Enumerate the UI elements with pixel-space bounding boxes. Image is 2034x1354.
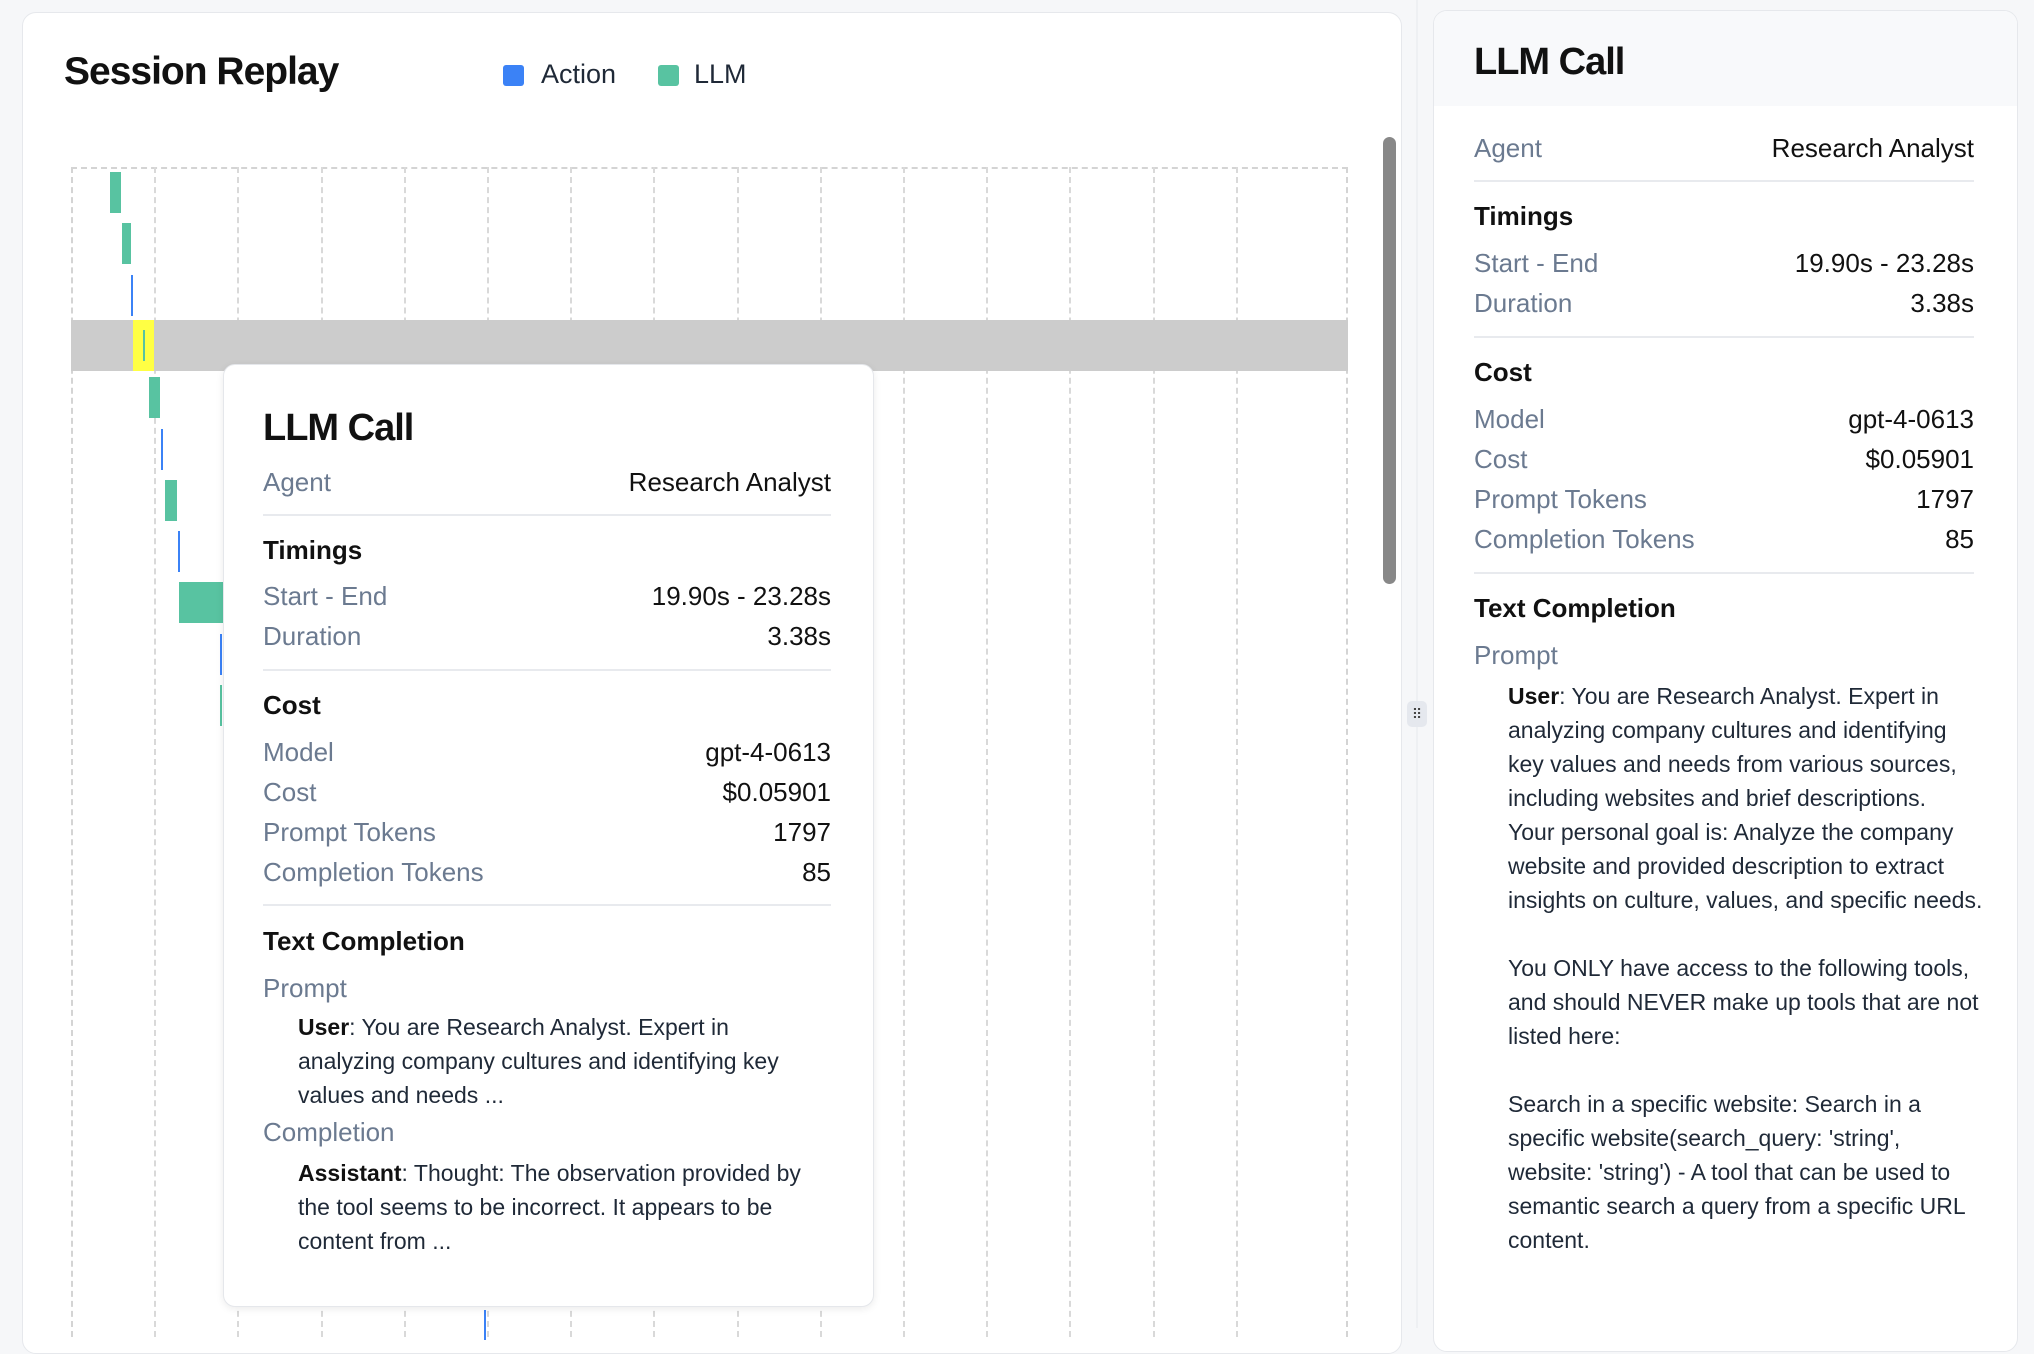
llm-event-bar[interactable]	[165, 479, 177, 521]
message-text: : You are Research Analyst. Expert in an…	[298, 1014, 786, 1108]
timeline-scrollbar[interactable]	[1383, 137, 1396, 584]
text-completion-heading: Text Completion	[263, 926, 465, 956]
llm-event-bar[interactable]	[110, 172, 121, 213]
prompt-tokens-value: 1797	[1916, 484, 1974, 514]
grid-line	[1152, 167, 1155, 1337]
model-value: gpt-4-0613	[1848, 404, 1974, 434]
llm-event-bar[interactable]	[220, 685, 222, 726]
prompt-tokens-value: 1797	[773, 817, 831, 847]
llm-event-bar[interactable]	[122, 223, 131, 265]
label: Duration	[263, 621, 362, 651]
timeline-chart[interactable]	[71, 167, 1348, 1337]
grid-line	[154, 167, 157, 1337]
action-event-bar[interactable]	[484, 1310, 486, 1340]
llm-event-bar[interactable]	[143, 330, 145, 361]
details-panel: LLM Call Agent Research Analyst Timings S…	[1433, 10, 2018, 1352]
prompt-message: User: You are Research Analyst. Expert i…	[298, 1010, 831, 1112]
panel-splitter[interactable]	[1416, 0, 1418, 1328]
duration-value: 3.38s	[1910, 288, 1974, 318]
label: Agent	[1474, 133, 1542, 163]
divider	[1474, 180, 1974, 182]
legend-action-swatch	[503, 65, 524, 86]
label: Duration	[1474, 288, 1573, 318]
grid-line	[903, 167, 905, 1337]
divider	[263, 904, 831, 906]
label: Model	[1474, 404, 1545, 434]
role: Assistant	[298, 1160, 402, 1186]
prompt-message: User: You are Research Analyst. Expert i…	[1508, 679, 1983, 1257]
cost-heading: Cost	[1474, 357, 1532, 387]
label: Completion Tokens	[1474, 524, 1695, 554]
start-end-value: 19.90s - 23.28s	[651, 581, 831, 611]
drag-handle-icon[interactable]: ⠿	[1407, 701, 1427, 727]
action-event-bar[interactable]	[161, 428, 163, 470]
divider	[1474, 572, 1974, 574]
details-header: LLM Call	[1434, 11, 2017, 106]
label: Start - End	[263, 581, 388, 611]
agent-value: Research Analyst	[1771, 133, 1974, 163]
action-event-bar[interactable]	[178, 531, 180, 573]
grid-line	[986, 167, 989, 1337]
completion-label: Completion	[263, 1117, 395, 1147]
llm-event-bar[interactable]	[149, 377, 160, 419]
details-title: LLM Call	[1474, 41, 1625, 83]
completion-tokens-value: 85	[802, 857, 831, 887]
grid-line	[1235, 167, 1238, 1337]
tooltip-title: LLM Call	[263, 407, 414, 449]
divider	[1474, 336, 1974, 338]
llm-call-tooltip: LLM Call Agent Research Analyst Timings S…	[223, 364, 874, 1307]
model-value: gpt-4-0613	[705, 737, 831, 767]
completion-message: Assistant: Thought: The observation prov…	[298, 1156, 831, 1258]
cost-value: $0.05901	[1865, 444, 1974, 474]
label: Cost	[263, 777, 317, 807]
page-title: Session Replay	[64, 50, 339, 93]
timings-heading: Timings	[263, 535, 363, 565]
duration-value: 3.38s	[767, 621, 831, 651]
tooltip-agent-row: Agent Research Analyst	[263, 462, 831, 502]
label: Agent	[263, 467, 331, 497]
divider	[263, 514, 831, 516]
legend-llm-label: LLM	[694, 59, 747, 89]
message-text: : You are Research Analyst. Expert in an…	[1508, 683, 1983, 1253]
grid-line	[1069, 167, 1072, 1337]
action-event-bar[interactable]	[131, 274, 133, 316]
cost-heading: Cost	[263, 690, 321, 720]
message-text: : Thought: The observation provided by t…	[298, 1160, 808, 1254]
completion-tokens-value: 85	[1945, 524, 1974, 554]
legend-action-label: Action	[541, 59, 617, 89]
label: Prompt Tokens	[1474, 484, 1647, 514]
prompt-label: Prompt	[263, 973, 347, 1003]
role: User	[298, 1014, 350, 1040]
timings-heading: Timings	[1474, 201, 1574, 231]
label: Cost	[1474, 444, 1528, 474]
role: User	[1508, 683, 1560, 709]
cost-value: $0.05901	[722, 777, 831, 807]
text-completion-heading: Text Completion	[1474, 593, 1676, 623]
selected-row-highlight[interactable]	[71, 320, 1348, 371]
llm-event-bar[interactable]	[179, 582, 223, 624]
label: Model	[263, 737, 334, 767]
divider	[263, 669, 831, 671]
legend-llm-swatch	[658, 65, 679, 86]
label: Completion Tokens	[263, 857, 484, 887]
label: Prompt Tokens	[263, 817, 436, 847]
action-event-bar[interactable]	[220, 633, 222, 675]
agent-value: Research Analyst	[628, 467, 831, 497]
start-end-value: 19.90s - 23.28s	[1794, 248, 1974, 278]
label: Start - End	[1474, 248, 1599, 278]
prompt-label: Prompt	[1474, 640, 1558, 670]
